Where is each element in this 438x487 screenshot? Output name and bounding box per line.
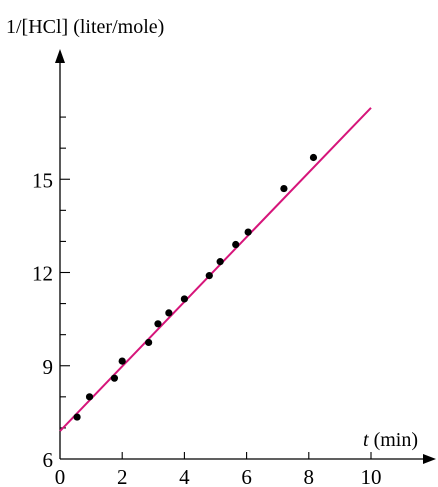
data-point (73, 413, 81, 421)
data-point (145, 338, 153, 347)
x-tick-label: 0 (55, 465, 66, 487)
x-tick-label: 6 (241, 465, 252, 487)
data-point (280, 184, 288, 193)
x-tick-label: 10 (361, 465, 382, 487)
fit-line-group (59, 107, 372, 432)
y-tick-label: 15 (32, 168, 53, 192)
y-tick-label: 9 (43, 355, 54, 379)
data-point (232, 240, 240, 249)
x-axis-variable: t (363, 429, 369, 451)
y-tick-label: 6 (43, 448, 54, 472)
data-point (110, 374, 119, 382)
x-axis-unit: (min) (374, 429, 418, 451)
x-tick-label: 2 (117, 465, 128, 487)
data-point (309, 153, 318, 162)
data-point (118, 357, 126, 365)
y-axis-arrowhead (55, 49, 65, 63)
fit-line (59, 107, 372, 432)
y-axis-title: 1/[HCl] (liter/mole) (6, 16, 164, 38)
data-point (85, 393, 94, 401)
data-point (165, 309, 173, 317)
ticks: 0 2 4 6 8 10 6 9 12 15 (32, 116, 382, 487)
data-point (205, 272, 213, 280)
data-point (154, 320, 162, 328)
x-axis-title: t (min) (363, 429, 418, 451)
x-axis-arrowhead (423, 454, 436, 464)
axes (55, 49, 436, 464)
data-point (180, 295, 188, 303)
x-tick-label: 4 (179, 465, 190, 487)
data-point (216, 258, 224, 266)
data-points (73, 153, 318, 421)
x-tick-label: 8 (304, 465, 315, 487)
data-point (244, 228, 252, 236)
y-tick-label: 12 (32, 262, 53, 286)
